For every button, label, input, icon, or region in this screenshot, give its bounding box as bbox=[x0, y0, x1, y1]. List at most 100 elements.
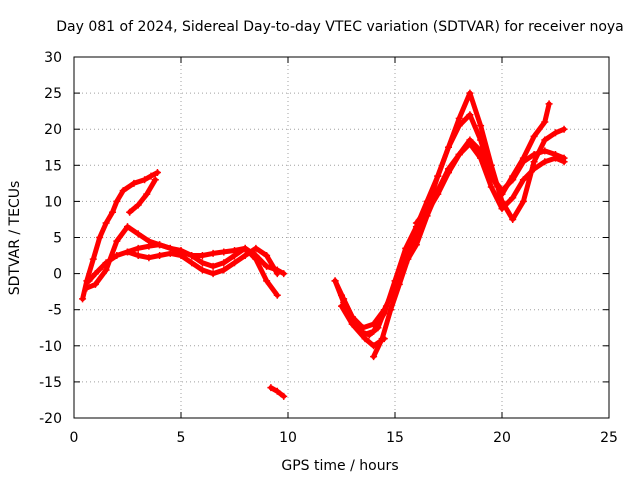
data-point bbox=[404, 255, 412, 263]
data-point bbox=[113, 197, 121, 205]
data-point bbox=[209, 249, 217, 257]
data-point bbox=[545, 100, 553, 108]
data-point bbox=[145, 242, 153, 250]
data-point bbox=[91, 280, 99, 288]
x-tick-label: 20 bbox=[493, 430, 511, 446]
series-track-j bbox=[370, 100, 553, 361]
data-point bbox=[198, 259, 206, 267]
data-point bbox=[380, 309, 388, 317]
data-point bbox=[79, 295, 87, 303]
y-tick-label: 0 bbox=[53, 267, 62, 283]
x-tick-label: 5 bbox=[177, 430, 186, 446]
data-point bbox=[519, 176, 527, 184]
data-point bbox=[143, 190, 151, 198]
data-point bbox=[96, 234, 104, 241]
data-point bbox=[530, 158, 538, 166]
data-point bbox=[455, 150, 463, 158]
data-point bbox=[519, 197, 527, 205]
data-point bbox=[498, 197, 506, 205]
data-point bbox=[445, 169, 452, 177]
data-point bbox=[113, 237, 121, 245]
data-point bbox=[89, 255, 97, 263]
data-point bbox=[102, 219, 110, 227]
data-point bbox=[220, 259, 228, 267]
data-point bbox=[188, 252, 196, 260]
data-point bbox=[498, 190, 506, 198]
data-point bbox=[151, 176, 159, 184]
grid bbox=[74, 57, 609, 418]
data-point bbox=[134, 230, 142, 238]
data-point bbox=[370, 342, 378, 350]
data-point bbox=[541, 158, 549, 166]
data-point bbox=[134, 244, 142, 252]
data-point bbox=[263, 252, 271, 260]
x-tick-label: 25 bbox=[600, 430, 618, 446]
data-point bbox=[552, 129, 559, 137]
data-point bbox=[130, 179, 138, 187]
data-point bbox=[509, 172, 517, 180]
data-point bbox=[113, 252, 121, 260]
data-point bbox=[198, 252, 206, 260]
data-point bbox=[209, 270, 217, 278]
data-point bbox=[541, 136, 549, 144]
data-point bbox=[466, 89, 474, 97]
y-tick-label: 20 bbox=[44, 122, 62, 138]
data-point bbox=[241, 252, 249, 260]
data-point bbox=[541, 147, 549, 155]
data-point bbox=[445, 143, 452, 151]
data-point bbox=[434, 172, 442, 180]
data-point bbox=[241, 244, 249, 252]
data-point bbox=[252, 244, 260, 252]
data-point bbox=[119, 187, 127, 195]
data-point bbox=[267, 384, 275, 392]
data-point bbox=[509, 194, 517, 202]
x-axis-label: GPS time / hours bbox=[281, 458, 398, 474]
data-point bbox=[348, 320, 356, 328]
data-point bbox=[280, 270, 288, 278]
series-track-e bbox=[126, 176, 159, 216]
data-point bbox=[487, 172, 495, 180]
data-point bbox=[455, 114, 463, 122]
data-point bbox=[477, 122, 485, 130]
data-point bbox=[509, 215, 517, 223]
data-point bbox=[188, 259, 196, 267]
data-point bbox=[361, 335, 369, 343]
data-point bbox=[455, 122, 463, 130]
series-line bbox=[127, 177, 158, 215]
data-point bbox=[102, 266, 110, 274]
data-point bbox=[134, 252, 142, 260]
data-point bbox=[102, 259, 110, 267]
data-point bbox=[220, 266, 228, 274]
data-point bbox=[338, 302, 345, 310]
data-point bbox=[466, 111, 474, 119]
series-group bbox=[79, 89, 568, 400]
data-point bbox=[109, 208, 117, 216]
series-track-d bbox=[124, 244, 281, 278]
data-point bbox=[124, 223, 131, 231]
y-tick-label: -20 bbox=[39, 411, 62, 427]
y-axis-label: SDTVAR / TECUs bbox=[7, 181, 23, 296]
data-point bbox=[519, 154, 527, 162]
series-line bbox=[371, 101, 552, 360]
series-track-i bbox=[338, 89, 568, 339]
data-point bbox=[280, 392, 288, 400]
data-point bbox=[466, 136, 474, 144]
chart-title: Day 081 of 2024, Sidereal Day-to-day VTE… bbox=[56, 19, 624, 35]
data-point bbox=[252, 252, 260, 260]
data-point bbox=[141, 176, 149, 184]
data-point bbox=[391, 277, 399, 285]
data-point bbox=[530, 132, 538, 140]
data-point bbox=[85, 277, 93, 285]
data-point bbox=[198, 266, 206, 274]
data-point bbox=[423, 205, 431, 213]
y-tick-label: -10 bbox=[39, 339, 62, 355]
series-track-k bbox=[338, 302, 388, 350]
data-point bbox=[273, 387, 281, 395]
series-track-a bbox=[79, 169, 161, 303]
data-point bbox=[126, 208, 134, 216]
data-point bbox=[263, 262, 271, 270]
axes: 0 5 10 15 20 25 -20 -15 -10 -5 0 5 10 15 20 25 30 bbox=[39, 50, 618, 446]
y-tick-label: -5 bbox=[48, 303, 62, 319]
data-point bbox=[412, 219, 420, 227]
data-point bbox=[156, 241, 164, 249]
